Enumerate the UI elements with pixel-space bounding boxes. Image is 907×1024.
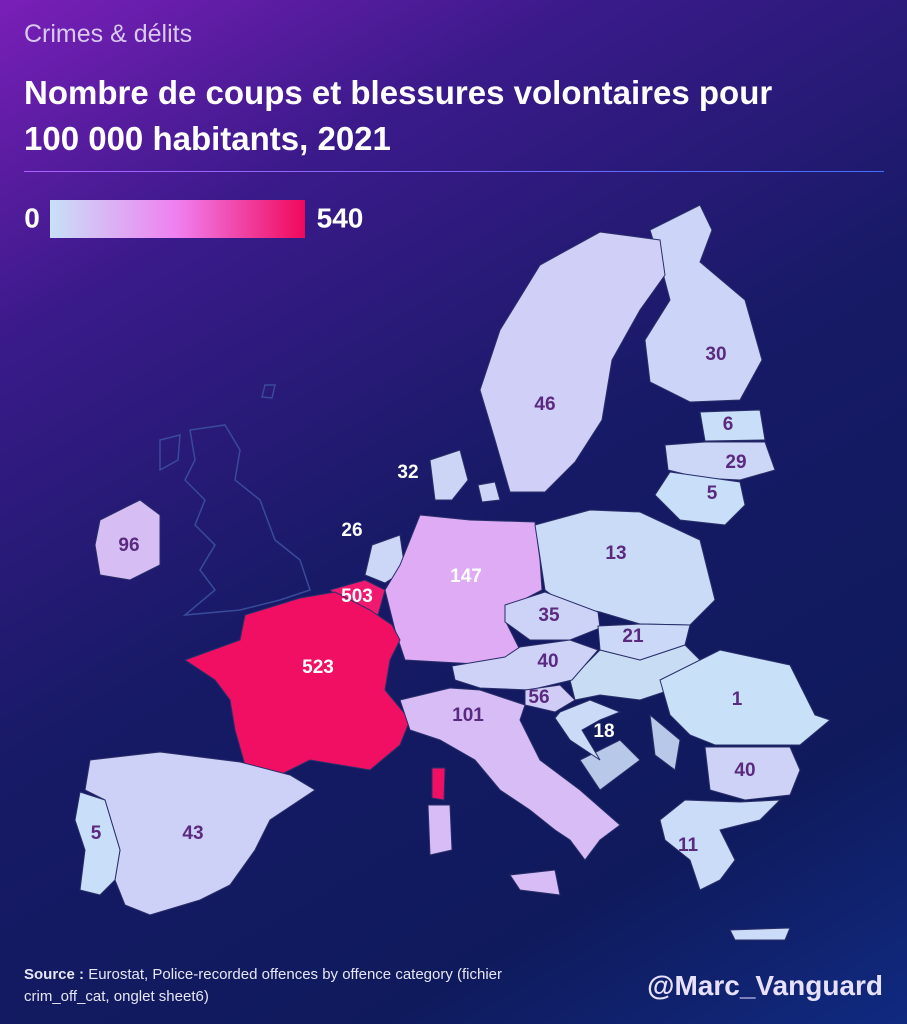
value-label: 40 bbox=[537, 651, 558, 672]
country bbox=[654, 471, 746, 526]
value-label: 30 bbox=[705, 344, 726, 365]
value-label: 29 bbox=[725, 452, 746, 473]
value-label: 523 bbox=[302, 657, 334, 678]
country bbox=[183, 591, 446, 801]
country bbox=[699, 409, 766, 442]
value-label: 503 bbox=[341, 586, 373, 607]
value-label: 18 bbox=[593, 721, 614, 742]
country bbox=[704, 746, 801, 801]
country bbox=[524, 684, 576, 713]
country bbox=[384, 514, 543, 666]
color-bar-max: 540 bbox=[317, 202, 364, 233]
country bbox=[659, 649, 832, 746]
value-label: 43 bbox=[182, 823, 203, 844]
country bbox=[554, 699, 622, 761]
value-label: 6 bbox=[723, 414, 734, 435]
value-label: 21 bbox=[622, 626, 644, 647]
country bbox=[504, 591, 601, 641]
country bbox=[451, 639, 599, 691]
country bbox=[479, 231, 666, 493]
country bbox=[644, 204, 763, 403]
value-label: 13 bbox=[605, 543, 626, 564]
value-label: 56 bbox=[528, 687, 549, 708]
country bbox=[399, 687, 621, 896]
value-label: 5 bbox=[707, 483, 718, 504]
subtitle: Crimes & délits bbox=[24, 20, 193, 48]
title: Nombre de coups et blessures volontaires… bbox=[24, 74, 773, 157]
source-text: Eurostat, Police-recorded offences by of… bbox=[24, 966, 503, 1005]
source-label: Source : bbox=[24, 966, 85, 983]
value-label: 5 bbox=[91, 823, 102, 844]
source: Source : Eurostat, Police-recorded offen… bbox=[24, 964, 584, 1008]
value-label: 96 bbox=[118, 535, 139, 556]
divider bbox=[24, 171, 884, 172]
country bbox=[429, 449, 501, 503]
value-label: 26 bbox=[341, 520, 362, 541]
country bbox=[659, 799, 791, 941]
value-label: 40 bbox=[734, 760, 755, 781]
country bbox=[664, 441, 776, 481]
uk-outline bbox=[159, 384, 311, 616]
credit: @Marc_Vanguard bbox=[647, 970, 883, 1001]
color-bar-min: 0 bbox=[24, 202, 40, 233]
value-label: 11 bbox=[678, 835, 699, 856]
value-label: 101 bbox=[452, 705, 484, 726]
value-label: 1 bbox=[732, 689, 743, 710]
value-label: 147 bbox=[450, 566, 482, 587]
country bbox=[74, 791, 121, 896]
value-label: 35 bbox=[538, 605, 560, 626]
color-bar bbox=[50, 200, 305, 238]
value-label: 32 bbox=[397, 462, 418, 483]
country bbox=[597, 623, 691, 661]
value-label: 46 bbox=[534, 394, 555, 415]
country bbox=[94, 499, 161, 581]
country-no-data bbox=[579, 713, 681, 791]
